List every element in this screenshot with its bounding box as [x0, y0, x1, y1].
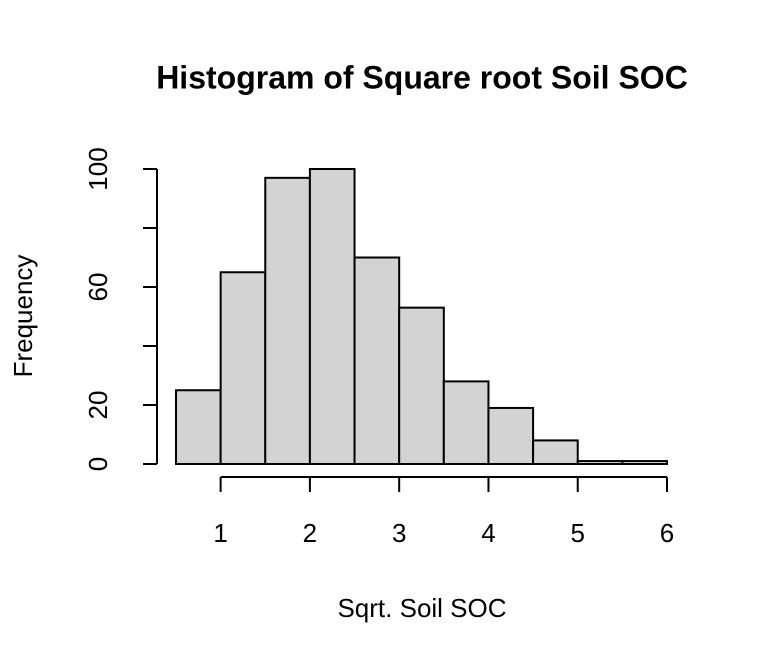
bar: [487, 406, 535, 466]
y-axis-label: Frequency: [8, 255, 38, 378]
y-tick-label: 0: [83, 457, 113, 471]
x-tick-label: 2: [303, 518, 317, 548]
x-tick-label: 5: [570, 518, 584, 548]
x-axis-label: Sqrt. Soil SOC: [337, 593, 506, 623]
bar: [175, 389, 222, 465]
x-tick-label: 3: [392, 518, 406, 548]
bar: [353, 256, 401, 465]
bar: [264, 176, 311, 465]
bar: [576, 460, 624, 465]
y-tick-label: 100: [83, 147, 113, 190]
bar: [308, 168, 356, 465]
x-tick-label: 6: [660, 518, 674, 548]
x-tick-label: 1: [213, 518, 227, 548]
bar: [621, 460, 669, 465]
bar: [398, 306, 445, 465]
bar: [532, 439, 579, 465]
bar: [442, 380, 490, 465]
chart-title: Histogram of Square root Soil SOC: [156, 59, 688, 95]
bar: [219, 271, 267, 465]
x-tick-label: 4: [481, 518, 495, 548]
y-tick-label: 20: [83, 391, 113, 420]
y-tick-label: 60: [83, 273, 113, 302]
